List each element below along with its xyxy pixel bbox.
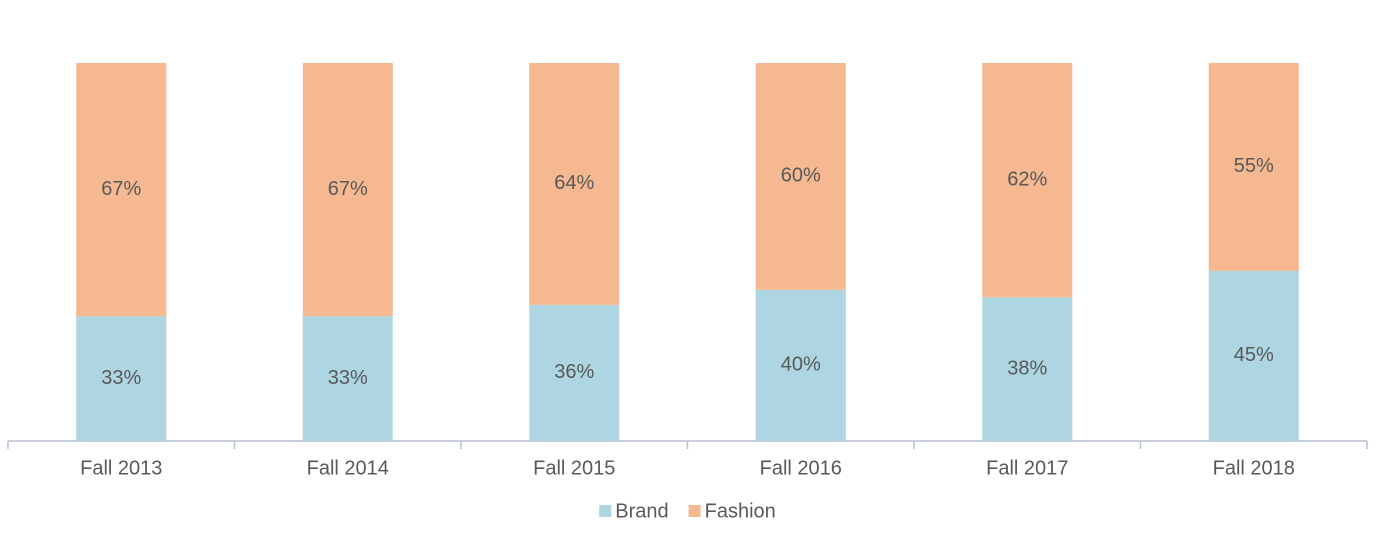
bar-segment [76, 63, 167, 317]
value-label: 38% [1007, 357, 1047, 379]
value-label: 60% [781, 165, 821, 187]
bar-segment [1208, 270, 1299, 441]
value-label: 64% [554, 172, 594, 194]
value-label: 55% [1234, 155, 1274, 177]
bar-segment [982, 63, 1073, 298]
bar-segment [755, 289, 846, 441]
x-tick-label: Fall 2013 [80, 457, 162, 479]
legend-swatch [599, 505, 612, 517]
legend-label: Brand [615, 500, 668, 522]
bar-segment [529, 63, 620, 305]
value-label: 45% [1234, 344, 1274, 366]
bar-segment [76, 316, 167, 441]
bar-segment [982, 297, 1073, 441]
value-label: 67% [328, 178, 368, 200]
x-tick-label: Fall 2017 [986, 457, 1068, 479]
x-tick-label: Fall 2015 [533, 457, 615, 479]
bar-segment [1208, 63, 1299, 271]
value-label: 67% [101, 178, 141, 200]
value-label: 33% [328, 367, 368, 389]
bar-segment [302, 316, 393, 441]
value-label: 40% [781, 354, 821, 376]
bar-segment [302, 63, 393, 317]
value-label: 33% [101, 367, 141, 389]
x-tick-label: Fall 2016 [760, 457, 842, 479]
value-label: 36% [554, 361, 594, 383]
legend-label: Fashion [705, 500, 776, 522]
bar-segment [755, 63, 846, 290]
legend-swatch [688, 505, 701, 517]
x-tick-label: Fall 2014 [307, 457, 389, 479]
x-tick-label: Fall 2018 [1213, 457, 1295, 479]
bar-segment [529, 304, 620, 441]
value-label: 62% [1007, 168, 1047, 190]
